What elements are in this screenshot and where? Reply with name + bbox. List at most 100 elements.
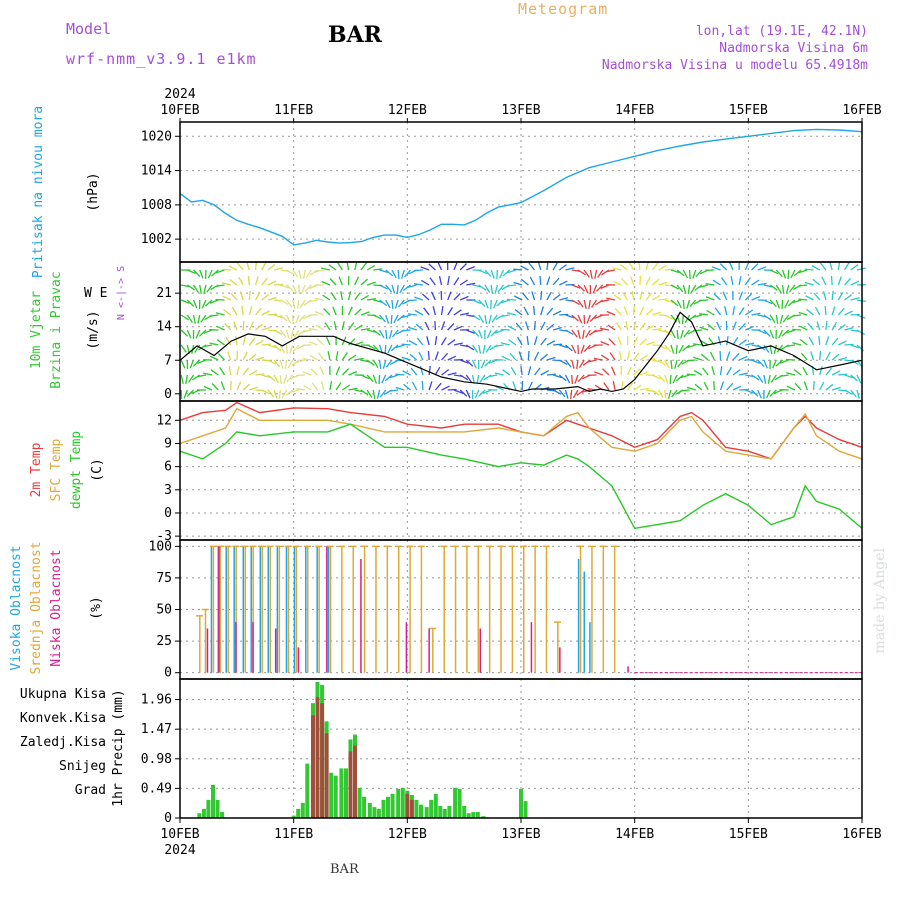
wind-arrow: [558, 389, 566, 398]
wind-arrow: [763, 359, 768, 369]
wind-arrow: [484, 299, 489, 309]
wind-arrow: [302, 269, 306, 280]
wind-arrow: [601, 354, 610, 361]
wind-arrow: [599, 327, 610, 331]
wind-arrow: [199, 269, 204, 279]
wind-arrow: [612, 267, 622, 271]
wind-arrow: [484, 284, 491, 293]
wind-arrow: [379, 269, 389, 274]
wind-arrow: [844, 374, 854, 379]
wind-arrow: [814, 306, 821, 316]
wind-arrow: [301, 284, 306, 294]
x-tick-label-top: 10FEB: [160, 103, 199, 118]
wind-arrow: [711, 266, 721, 271]
wind-arrow: [502, 369, 511, 376]
wind-arrow: [658, 344, 667, 350]
y-tick-label: 100: [149, 539, 172, 554]
precip-bar: [320, 703, 325, 818]
precip-legend-item: Konvek.Kisa: [20, 711, 106, 726]
wind-arrow: [803, 381, 808, 391]
precip-legend-item: Zaledj.Kisa: [20, 735, 106, 750]
cloud-bar: [318, 546, 320, 673]
wind-arrow: [522, 292, 529, 301]
model-name: wrf-nmm_v3.9.1 e1km: [66, 50, 257, 68]
wind-arrow: [236, 381, 242, 391]
wind-arrow: [403, 383, 411, 391]
precip-bar: [296, 808, 301, 818]
wind-arrow: [360, 294, 370, 301]
wind-arrow: [465, 374, 473, 383]
wind-arrow: [279, 314, 288, 322]
wind-arrow: [286, 374, 294, 383]
wind-arrow: [215, 298, 225, 301]
wind-arrow: [261, 343, 271, 346]
wind-arrow: [314, 297, 324, 301]
wind-arrow: [203, 284, 207, 294]
wind-arrow: [373, 314, 382, 320]
precip-bar: [305, 763, 310, 818]
wind-arrow: [228, 265, 238, 271]
wind-arrow: [280, 299, 289, 306]
wind-arrow: [424, 321, 430, 331]
wind-arrow: [726, 336, 729, 346]
wind-arrow: [491, 314, 498, 323]
cloud-bar: [420, 546, 423, 673]
wind-arrow: [763, 329, 771, 337]
wind-arrow: [667, 389, 672, 399]
wind-arrow: [319, 366, 325, 376]
wind-arrow: [248, 321, 254, 331]
wind-arrow: [821, 276, 827, 286]
wind-arrow: [732, 305, 736, 316]
wind-arrow: [792, 299, 802, 304]
wind-arrow: [825, 367, 833, 376]
wind-arrow: [209, 299, 219, 304]
wind-arrow: [533, 320, 536, 331]
precip-bar: [519, 789, 523, 818]
wind-arrow: [466, 329, 475, 335]
wind-arrow: [401, 356, 411, 361]
wind-arrow: [785, 284, 790, 294]
wind-arrow: [401, 343, 411, 346]
cloud-bar: [559, 647, 561, 673]
precip-bar: [291, 815, 296, 818]
wind-arrow: [571, 344, 577, 354]
wind-arrow: [303, 299, 312, 306]
wind-arrow: [323, 308, 331, 316]
wind-arrow: [421, 279, 430, 286]
wind-arrow: [389, 389, 399, 392]
wind-arrow: [372, 329, 381, 336]
wind-arrow: [769, 314, 776, 323]
wind-arrow: [577, 314, 583, 324]
wind-arrow: [552, 261, 559, 271]
wind-arrow: [763, 299, 773, 305]
x-tick-label-bottom: 16FEB: [842, 827, 881, 842]
wind-arrow: [459, 374, 469, 381]
wind-arrow: [577, 374, 585, 383]
wind-arrow: [403, 284, 411, 292]
wind-arrow: [239, 291, 244, 301]
wind-arrow: [499, 269, 505, 279]
wind-arrow: [447, 388, 457, 391]
wind-arrow: [692, 343, 703, 346]
wind-arrow: [332, 306, 337, 316]
wind-arrow: [792, 314, 802, 317]
wind-arrow: [337, 262, 343, 271]
x-tick-label-bottom: 11FEB: [274, 827, 313, 842]
wind-arrow: [745, 389, 754, 394]
wind-arrow: [366, 374, 374, 383]
wind-arrow: [348, 322, 355, 331]
y-tick-label: 25: [156, 634, 172, 649]
wind-desc-label-2: Brzina i Pravac: [49, 271, 64, 388]
wind-arrow: [347, 291, 352, 301]
wind-arrow: [776, 344, 784, 353]
wind-arrow: [248, 306, 253, 316]
wind-arrow: [775, 314, 779, 324]
wind-arrow: [366, 281, 376, 286]
wind-arrow: [508, 339, 517, 346]
wind-arrow: [261, 389, 271, 395]
wind-arrow: [664, 329, 673, 337]
wind-arrow: [228, 365, 232, 376]
wind-arrow: [782, 314, 790, 323]
wind-arrow: [786, 329, 796, 334]
wind-arrow: [775, 269, 783, 278]
